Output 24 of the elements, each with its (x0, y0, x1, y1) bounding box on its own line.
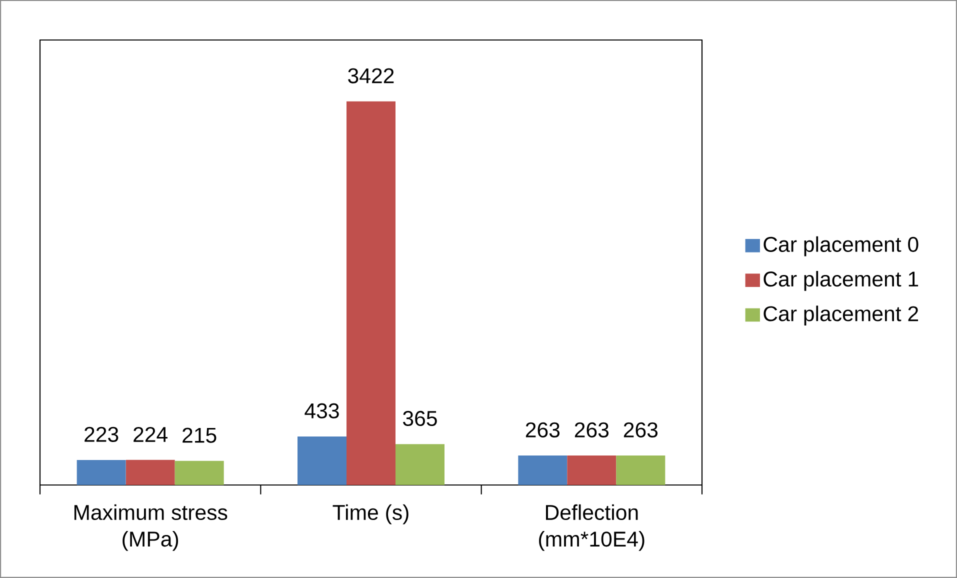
bar (616, 456, 666, 485)
x-tick-label: Deflection (mm*10E4) (539, 504, 644, 551)
bar (518, 456, 568, 485)
bar (76, 460, 126, 485)
legend-label: Car placement 2 (764, 306, 918, 326)
x-tick-label: Time (s) (332, 504, 408, 524)
data-label: 215 (182, 428, 216, 443)
data-label: 263 (574, 422, 609, 438)
bar (298, 436, 347, 485)
data-label: 224 (134, 426, 168, 442)
data-label: 223 (84, 426, 118, 442)
data-label: 263 (624, 422, 658, 438)
data-label: 433 (304, 403, 339, 418)
bar (346, 101, 396, 485)
bar (126, 460, 175, 485)
bar (174, 460, 224, 485)
bar (396, 444, 445, 485)
data-label: 263 (526, 422, 560, 438)
legend-label: Car placement 0 (764, 236, 918, 256)
data-label: 365 (403, 410, 437, 426)
data-label: 3422 (348, 68, 394, 84)
legend-label: Car placement 1 (764, 270, 918, 291)
bar (567, 456, 616, 485)
x-tick-label: Maximum stress (MPa) (74, 504, 228, 551)
